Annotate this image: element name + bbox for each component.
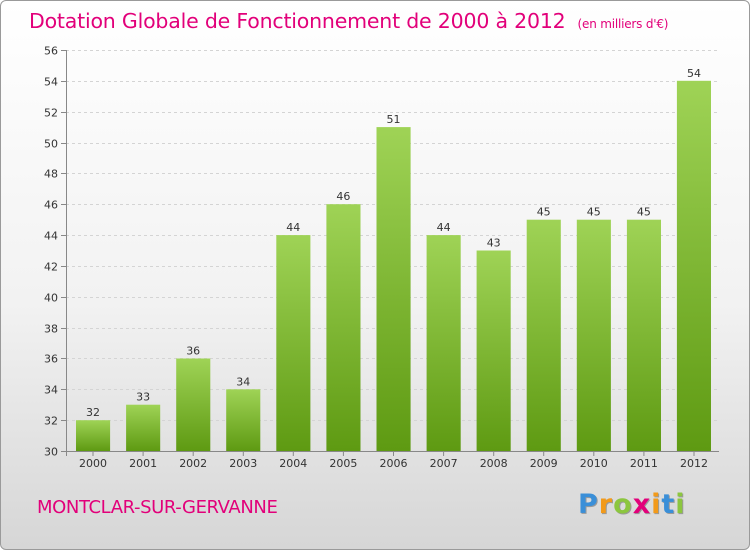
- bar-value-label: 54: [687, 67, 701, 80]
- x-tick-label: 2008: [480, 457, 508, 470]
- bar-value-label: 34: [236, 375, 250, 388]
- bar-2008: [476, 250, 511, 451]
- bar-value-label: 33: [136, 391, 150, 404]
- y-tick-label: 42: [44, 261, 58, 274]
- bar-value-label: 43: [487, 237, 501, 250]
- chart-subtitle: (en milliers d'€): [577, 17, 669, 31]
- bar-value-label: 45: [537, 206, 551, 219]
- bar-value-label: 44: [286, 221, 300, 234]
- y-tick-label: 34: [44, 384, 58, 397]
- labels: 30 32 34 36 38 40 42 44 46 48 50 52 54 56 32 2000 33 2001…: [44, 45, 708, 471]
- y-tick-label: 40: [44, 292, 58, 305]
- y-tick-label: 54: [44, 76, 58, 89]
- bar-2011: [626, 219, 661, 451]
- x-tick-label: 2007: [430, 457, 458, 470]
- chart-title-text: Dotation Globale de Fonctionnement de 20…: [29, 9, 566, 33]
- bar-2001: [126, 404, 161, 451]
- logo-letter: i: [675, 489, 686, 520]
- logo-letter: P: [578, 489, 599, 520]
- bar-value-label: 46: [336, 190, 350, 203]
- bar-value-label: 45: [637, 206, 651, 219]
- bar-value-label: 45: [587, 206, 601, 219]
- x-tick-label: 2011: [630, 457, 658, 470]
- bar-2002: [176, 358, 211, 451]
- bar-value-label: 51: [387, 113, 401, 126]
- logo-letter: x: [632, 489, 652, 520]
- bar-value-label: 36: [186, 345, 200, 358]
- y-tick-label: 36: [44, 353, 58, 366]
- bars: [76, 80, 711, 452]
- x-tick-label: 2009: [530, 457, 558, 470]
- chart-title: Dotation Globale de Fonctionnement de 20…: [29, 9, 668, 33]
- y-tick-label: 50: [44, 138, 58, 151]
- x-tick-label: 2002: [179, 457, 207, 470]
- x-tick-label: 2000: [79, 457, 107, 470]
- x-tick-label: 2006: [380, 457, 408, 470]
- proxiti-logo: Proxiti: [578, 489, 686, 520]
- y-tick-label: 48: [44, 168, 58, 181]
- axes: [61, 50, 719, 456]
- bar-2012: [676, 80, 711, 452]
- bar-value-label: 32: [86, 406, 100, 419]
- x-tick-label: 2012: [680, 457, 708, 470]
- x-tick-label: 2001: [129, 457, 157, 470]
- bar-2003: [226, 389, 261, 451]
- bar-2010: [576, 219, 611, 451]
- x-tick-label: 2010: [580, 457, 608, 470]
- bar-2009: [526, 219, 561, 451]
- y-tick-label: 44: [44, 230, 58, 243]
- bar-2007: [426, 235, 461, 451]
- y-tick-label: 38: [44, 323, 58, 336]
- y-tick-label: 30: [44, 446, 58, 459]
- bar-2005: [326, 204, 361, 451]
- logo-letter: i: [651, 489, 662, 520]
- y-tick-label: 52: [44, 107, 58, 120]
- logo-letter: r: [598, 489, 614, 520]
- y-tick-label: 56: [44, 45, 58, 58]
- logo-letter: t: [661, 489, 676, 520]
- x-tick-label: 2004: [279, 457, 307, 470]
- commune-name: MONTCLAR-SUR-GERVANNE: [37, 497, 278, 518]
- x-tick-label: 2003: [229, 457, 257, 470]
- y-tick-label: 46: [44, 199, 58, 212]
- bar-2006: [376, 127, 411, 451]
- y-tick-label: 32: [44, 415, 58, 428]
- bar-2000: [76, 420, 111, 451]
- x-tick-label: 2005: [329, 457, 357, 470]
- logo-letter: o: [613, 489, 633, 520]
- bar-value-label: 44: [437, 221, 451, 234]
- bar-2004: [276, 235, 311, 451]
